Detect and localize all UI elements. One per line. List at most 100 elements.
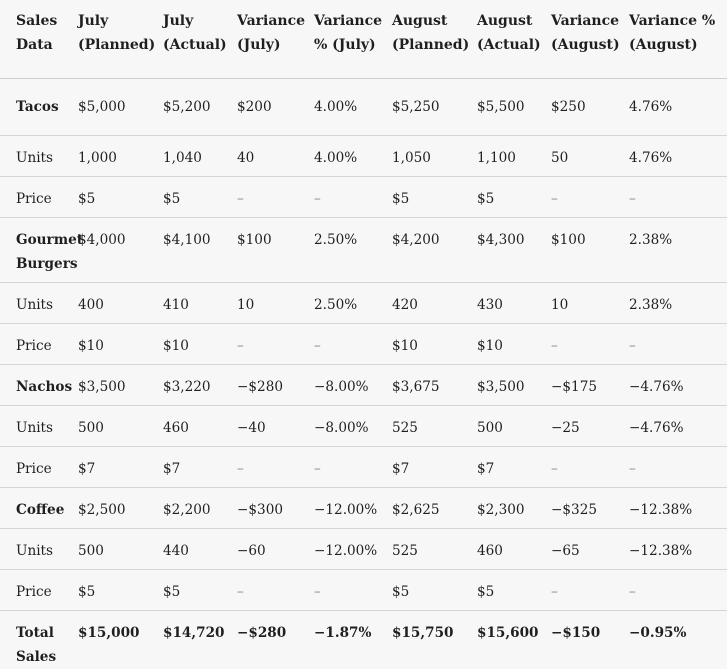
july-planned-cell: $10 (78, 323, 163, 365)
header-variance-pct-august: Variance % (August) (629, 0, 727, 79)
august-planned-cell: 525 (392, 405, 477, 447)
row-label: Price (0, 446, 78, 488)
july-actual-cell: $4,100 (163, 217, 237, 283)
variance-august-cell: – (551, 323, 629, 365)
variance-pct-july-cell: −12.00% (314, 487, 392, 529)
july-planned-cell: $3,500 (78, 364, 163, 406)
header-august-planned: August (Planned) (392, 0, 477, 79)
july-planned-cell: $2,500 (78, 487, 163, 529)
table-row: Units 400 410 10 2.50% 420 430 10 2.38% (0, 282, 727, 324)
august-planned-cell: $5 (392, 569, 477, 611)
row-label: Gourmet Burgers (0, 217, 83, 283)
variance-july-cell: −60 (237, 528, 314, 570)
july-actual-cell: $3,220 (163, 364, 237, 406)
variance-august-cell: −25 (551, 405, 629, 447)
july-actual-cell: $5,200 (163, 78, 237, 136)
august-actual-cell: $2,300 (477, 487, 551, 529)
july-actual-cell: $10 (163, 323, 237, 365)
header-july-actual: July (Actual) (163, 0, 237, 79)
august-actual-cell: 1,100 (477, 135, 551, 177)
july-actual-cell: 460 (163, 405, 237, 447)
july-planned-cell: 400 (78, 282, 163, 324)
row-label: Nachos (0, 364, 78, 406)
variance-august-cell: 10 (551, 282, 629, 324)
variance-pct-august-cell: – (629, 176, 727, 218)
variance-pct-august-cell: −4.76% (629, 364, 727, 406)
table-row: Units 1,000 1,040 40 4.00% 1,050 1,100 50 4.76% (0, 135, 727, 177)
row-label: Price (0, 569, 78, 611)
variance-pct-july-cell: 4.00% (314, 135, 392, 177)
variance-july-cell: −$280 (237, 609, 314, 669)
variance-july-cell: – (237, 446, 314, 488)
variance-pct-august-cell: – (629, 569, 727, 611)
header-august-actual: August (Actual) (477, 0, 551, 79)
variance-pct-august-cell: 4.76% (629, 135, 727, 177)
variance-july-cell: 40 (237, 135, 314, 177)
variance-august-cell: 50 (551, 135, 629, 177)
august-planned-cell: $5,250 (392, 78, 477, 136)
july-actual-cell: 410 (163, 282, 237, 324)
august-planned-cell: 1,050 (392, 135, 477, 177)
variance-pct-july-cell: 2.50% (314, 217, 392, 283)
variance-july-cell: 10 (237, 282, 314, 324)
july-actual-cell: $14,720 (163, 609, 237, 669)
august-actual-cell: $5,500 (477, 78, 551, 136)
variance-pct-august-cell: −12.38% (629, 528, 727, 570)
table-row: Price $5 $5– – $5 $5– – (0, 569, 727, 611)
table-body: Tacos $5,000 $5,200 $200 4.00% $5,250 $5,500 $2… (0, 78, 727, 669)
table-row: Price $10 $10– – $10 $10– – (0, 323, 727, 365)
variance-july-cell: – (237, 176, 314, 218)
august-actual-cell: $5 (477, 569, 551, 611)
august-actual-cell: 460 (477, 528, 551, 570)
table-row: Units 500 460 −40 −8.00% 525 500 −25 −4.76% (0, 405, 727, 447)
total-row: Total Sales $15,000 $14,720 −$280 −1.87% $15,… (0, 609, 727, 669)
variance-pct-july-cell: −8.00% (314, 405, 392, 447)
july-planned-cell: 1,000 (78, 135, 163, 177)
august-planned-cell: $3,675 (392, 364, 477, 406)
variance-pct-august-cell: 4.76% (629, 78, 727, 136)
variance-pct-august-cell: – (629, 446, 727, 488)
row-label: Units (0, 282, 78, 324)
july-planned-cell: $7 (78, 446, 163, 488)
variance-july-cell: – (237, 323, 314, 365)
august-planned-cell: $5 (392, 176, 477, 218)
group-row: Nachos $3,500 $3,220 −$280 −8.00% $3,675 $3,50… (0, 364, 727, 406)
table-row: Units 500 440 −60 −12.00% 525 460 −65 −12.38% (0, 528, 727, 570)
variance-pct-july-cell: 4.00% (314, 78, 392, 136)
variance-pct-july-cell: – (314, 176, 392, 218)
variance-august-cell: – (551, 569, 629, 611)
july-actual-cell: $5 (163, 176, 237, 218)
july-planned-cell: $5 (78, 569, 163, 611)
header-variance-july: Variance (July) (237, 0, 314, 79)
group-row: Tacos $5,000 $5,200 $200 4.00% $5,250 $5,500 $2… (0, 78, 727, 136)
august-planned-cell: $10 (392, 323, 477, 365)
variance-pct-august-cell: 2.38% (629, 282, 727, 324)
july-actual-cell: $5 (163, 569, 237, 611)
august-actual-cell: $15,600 (477, 609, 551, 669)
variance-august-cell: $250 (551, 78, 629, 136)
variance-august-cell: – (551, 446, 629, 488)
variance-pct-july-cell: – (314, 569, 392, 611)
august-planned-cell: 525 (392, 528, 477, 570)
july-actual-cell: 440 (163, 528, 237, 570)
variance-pct-july-cell: 2.50% (314, 282, 392, 324)
variance-pct-august-cell: −0.95% (629, 609, 727, 669)
variance-august-cell: −$325 (551, 487, 629, 529)
august-actual-cell: 500 (477, 405, 551, 447)
variance-pct-july-cell: −12.00% (314, 528, 392, 570)
variance-july-cell: −40 (237, 405, 314, 447)
row-label: Price (0, 176, 78, 218)
header-variance-pct-july: Variance % (July) (314, 0, 392, 79)
august-planned-cell: $2,625 (392, 487, 477, 529)
header-variance-august: Variance (August) (551, 0, 629, 79)
variance-august-cell: −65 (551, 528, 629, 570)
variance-august-cell: −$175 (551, 364, 629, 406)
august-planned-cell: $7 (392, 446, 477, 488)
table-header: Sales Data July (Planned) July (Actual) … (0, 0, 727, 79)
august-planned-cell: $15,750 (392, 609, 477, 669)
variance-pct-august-cell: 2.38% (629, 217, 727, 283)
variance-pct-august-cell: −12.38% (629, 487, 727, 529)
variance-pct-july-cell: −1.87% (314, 609, 392, 669)
variance-pct-july-cell: – (314, 323, 392, 365)
july-planned-cell: 500 (78, 528, 163, 570)
